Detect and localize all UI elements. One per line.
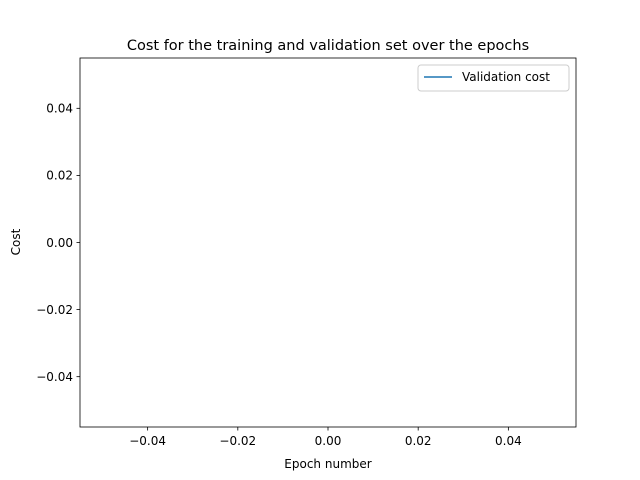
- y-axis: −0.04 −0.02 0.00 0.02 0.04: [36, 102, 80, 384]
- x-axis: −0.04 −0.02 0.00 0.02 0.04: [129, 427, 522, 448]
- y-tick-label: −0.04: [36, 370, 73, 384]
- legend-box: [417, 64, 570, 92]
- y-axis-label: Cost: [9, 228, 23, 255]
- chart-title: Cost for the training and validation set…: [127, 38, 529, 54]
- y-tick-label: −0.02: [36, 303, 73, 317]
- y-tick-label: 0.00: [46, 236, 73, 250]
- x-tick-label: 0.02: [405, 434, 432, 448]
- legend: Validation cost: [417, 64, 570, 92]
- x-tick-label: 0.04: [495, 434, 522, 448]
- x-axis-label: Epoch number: [284, 457, 371, 471]
- y-tick-label: 0.04: [46, 102, 73, 116]
- plot-area: [79, 57, 577, 428]
- y-tick-label: 0.02: [46, 169, 73, 183]
- legend-label-validation-cost: Validation cost: [462, 70, 550, 84]
- x-tick-label: 0.00: [315, 434, 342, 448]
- x-tick-label: −0.02: [219, 434, 256, 448]
- plot-background: [80, 58, 576, 427]
- x-tick-label: −0.04: [129, 434, 166, 448]
